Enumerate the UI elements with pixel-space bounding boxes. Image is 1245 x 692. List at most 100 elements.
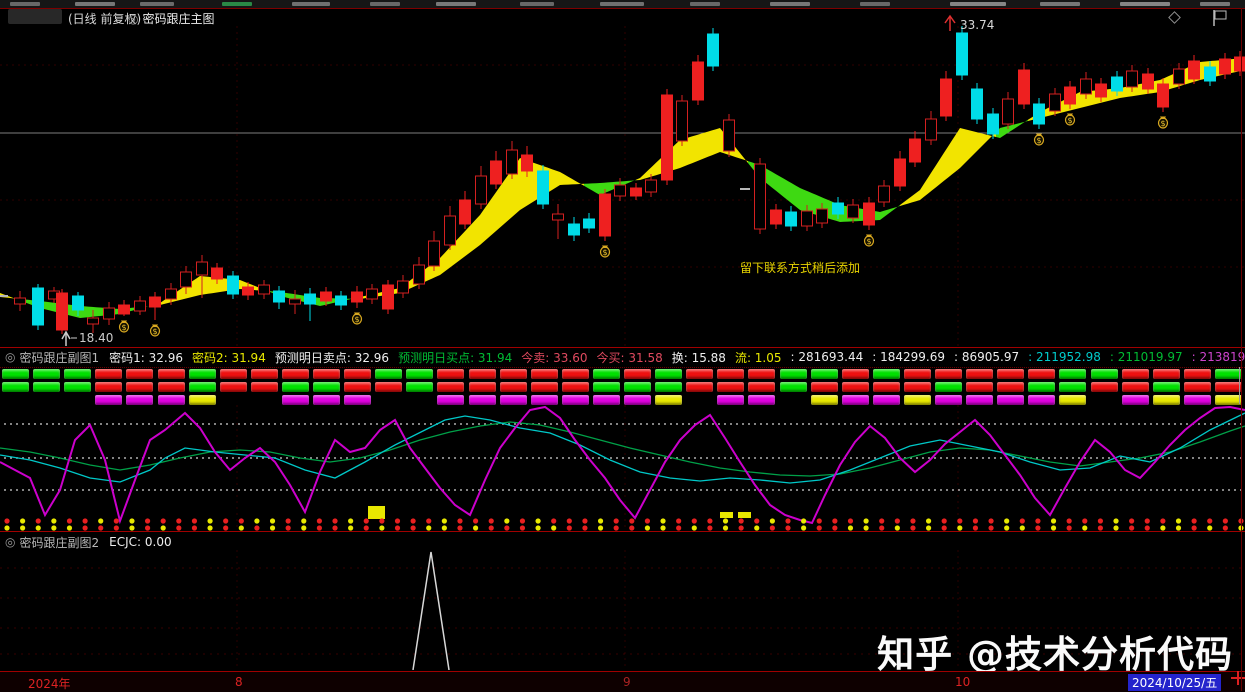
signal-dot: [301, 518, 306, 523]
signal-dot: [1067, 518, 1072, 523]
signal-dot: [910, 518, 915, 523]
signal-dot: [1082, 525, 1087, 530]
signal-dot: [83, 518, 88, 523]
panel2-header: ◎ 密码跟庄副图2 ECJC: 0.00: [0, 534, 1245, 550]
signal-dot: [895, 518, 900, 523]
signal-block: [748, 395, 775, 405]
candlestick: [553, 214, 564, 220]
signal-dot: [864, 518, 869, 523]
candlestick: [212, 268, 223, 279]
indicator-field: 流: 1.05: [735, 349, 782, 365]
signal-block: [562, 369, 589, 379]
signal-dot: [676, 525, 681, 530]
signal-dot: [301, 525, 306, 530]
signal-block: [811, 395, 838, 405]
signal-dot: [864, 525, 869, 530]
signal-dot: [20, 518, 25, 523]
signal-dot: [817, 525, 822, 530]
signal-block: [655, 369, 682, 379]
signal-block: [904, 369, 931, 379]
signal-block: [717, 395, 744, 405]
signal-block: [873, 369, 900, 379]
candlestick: [1205, 67, 1216, 81]
signal-block: [686, 369, 713, 379]
signal-dot: [582, 525, 587, 530]
signal-dot: [223, 525, 228, 530]
candlestick: [988, 114, 999, 134]
candlestick: [352, 292, 363, 302]
signal-dot: [645, 518, 650, 523]
signal-dot: [98, 525, 103, 530]
candlestick: [274, 291, 285, 302]
signal-block: [437, 395, 464, 405]
ribbon-yellow: [356, 158, 584, 299]
candlestick: [538, 171, 549, 204]
signal-dot: [223, 518, 228, 523]
signal-dot: [254, 525, 259, 530]
candlestick: [104, 308, 115, 319]
signal-block: [624, 382, 651, 392]
signal-dot: [457, 518, 462, 523]
signal-dot: [114, 518, 119, 523]
signal-dot: [754, 518, 759, 523]
signal-block: [469, 382, 496, 392]
signal-block: [375, 369, 402, 379]
panel2-badge-icon: ◎: [5, 535, 15, 549]
signal-dot: [364, 525, 369, 530]
signal-block: [1028, 395, 1055, 405]
panel2-indicator-label[interactable]: 密码跟庄副图2: [19, 534, 99, 550]
indicator-field: : 281693.44: [791, 350, 864, 364]
signal-block: [624, 395, 651, 405]
signal-dot: [1192, 518, 1197, 523]
signal-dot: [411, 518, 416, 523]
signal-dot: [988, 525, 993, 530]
candlestick: [1158, 84, 1169, 107]
signal-block: [686, 382, 713, 392]
candlestick: [73, 296, 84, 310]
indicator-field: 今卖: 33.60: [521, 349, 587, 365]
signal-dot: [4, 518, 9, 523]
signal-block: [562, 395, 589, 405]
signal-block: [126, 395, 153, 405]
signal-dot: [426, 525, 431, 530]
oscillator-svg[interactable]: [0, 405, 1245, 531]
signal-block: [126, 369, 153, 379]
signal-dot: [957, 518, 962, 523]
signal-dot: [739, 525, 744, 530]
candlestick: [817, 209, 828, 223]
signal-block: [437, 369, 464, 379]
candlestick: [724, 120, 735, 151]
signal-dot: [1020, 518, 1025, 523]
signal-block: [997, 395, 1024, 405]
candlestick: [957, 33, 968, 75]
signal-block: [1059, 369, 1086, 379]
signal-dot: [489, 518, 494, 523]
signal-dot: [411, 525, 416, 530]
candlestick: [181, 272, 192, 287]
signal-dot: [598, 518, 603, 523]
axis-label: 9: [623, 675, 631, 689]
signal-dot: [1004, 525, 1009, 530]
candlestick: [119, 305, 130, 314]
signal-dot: [879, 525, 884, 530]
signal-block: [935, 382, 962, 392]
candlestick: [398, 281, 409, 293]
signal-block: [997, 382, 1024, 392]
candlestick: [1235, 57, 1245, 71]
signal-block: [282, 382, 309, 392]
candlestick: [1143, 74, 1154, 89]
signal-dot: [973, 525, 978, 530]
signal-block: [469, 369, 496, 379]
signal-dot: [926, 525, 931, 530]
signal-dot: [1160, 525, 1165, 530]
candlestick: [1127, 71, 1138, 87]
signal-dot: [770, 525, 775, 530]
signal-dot: [910, 525, 915, 530]
panel1-indicator-label[interactable]: 密码跟庄副图1: [19, 349, 99, 365]
signal-block: [2, 382, 29, 392]
signal-dot: [848, 518, 853, 523]
signal-dot: [1035, 518, 1040, 523]
signal-dot: [270, 525, 275, 530]
signal-block: [593, 382, 620, 392]
